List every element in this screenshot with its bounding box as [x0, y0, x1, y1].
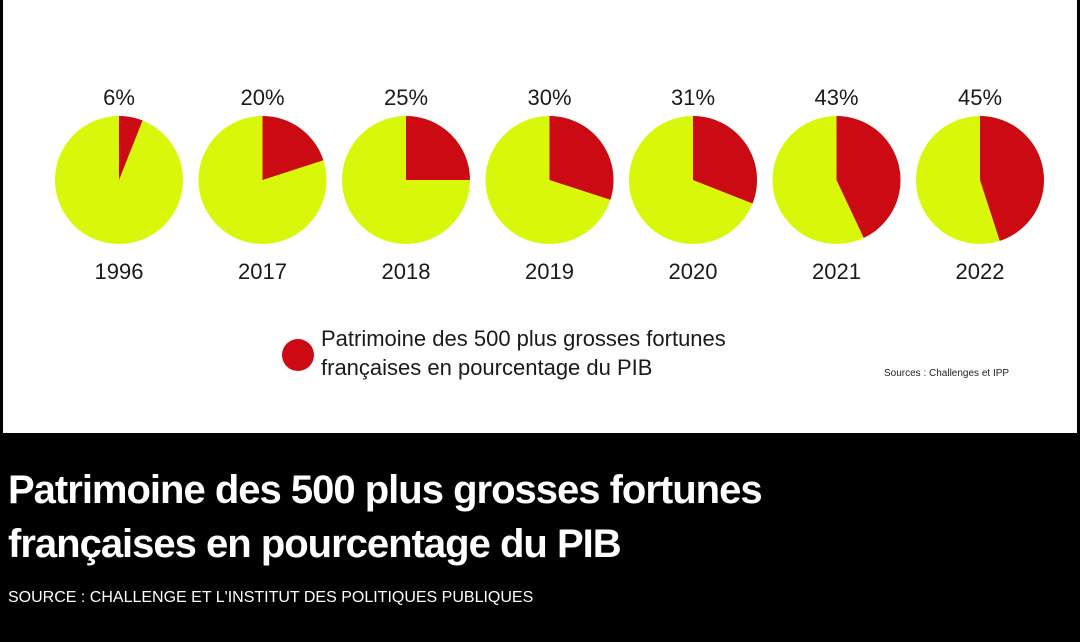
- pie-2022: 45% 2022: [916, 85, 1045, 284]
- headline: Patrimoine des 500 plus grosses fortunes…: [8, 463, 1068, 571]
- pie-share-slice: [262, 116, 324, 180]
- pie-2021: 43% 2021: [772, 85, 901, 284]
- pie-share-slice: [119, 116, 143, 180]
- year-label: 1996: [95, 259, 144, 284]
- year-label: 2017: [238, 259, 287, 284]
- sources-note: Sources : Challenges et IPP: [884, 368, 1010, 379]
- year-label: 2018: [382, 259, 431, 284]
- pie-2020: 31% 2020: [629, 85, 758, 284]
- value-label: 25%: [384, 85, 428, 110]
- headline-line2: françaises en pourcentage du PIB: [8, 522, 622, 566]
- panel-left-edge: [0, 0, 3, 433]
- value-label: 45%: [958, 85, 1002, 110]
- pie-share-slice: [836, 115, 901, 238]
- pie-share-slice: [980, 116, 1045, 241]
- year-label: 2019: [525, 259, 574, 284]
- legend-label-line1: Patrimoine des 500 plus grosses fortunes: [321, 326, 726, 351]
- pie-2017: 20% 2017: [198, 85, 327, 284]
- pie-1996: 6% 1996: [55, 85, 183, 284]
- year-label: 2022: [956, 259, 1005, 284]
- pie-charts: 6% 1996 20% 2017 25% 2018 30% 2019 31% 2020 43% 202…: [55, 85, 1045, 284]
- pie-share-slice: [549, 116, 614, 200]
- chart-panel: 6% 1996 20% 2017 25% 2018 30% 2019 31% 2020 43% 202…: [0, 0, 1080, 433]
- source-line: SOURCE : CHALLENGE ET L'INSTITUT DES POL…: [8, 589, 534, 606]
- caption-panel: Patrimoine des 500 plus grosses fortunes…: [0, 433, 1080, 642]
- pie-2018: 25% 2018: [342, 85, 470, 284]
- value-label: 30%: [527, 85, 571, 110]
- legend-label-line2: françaises en pourcentage du PIB: [321, 355, 653, 380]
- pie-share-slice: [693, 116, 758, 204]
- value-label: 20%: [240, 85, 284, 110]
- pie-share-slice: [406, 116, 470, 180]
- headline-line1: Patrimoine des 500 plus grosses fortunes: [8, 468, 763, 512]
- legend-label: Patrimoine des 500 plus grosses fortunes…: [321, 324, 841, 382]
- panel-right-edge: [1077, 0, 1080, 433]
- year-label: 2021: [812, 259, 861, 284]
- value-label: 31%: [671, 85, 715, 110]
- pie-2019: 30% 2019: [485, 85, 614, 284]
- value-label: 6%: [103, 85, 135, 110]
- year-label: 2020: [669, 259, 718, 284]
- value-label: 43%: [814, 85, 858, 110]
- legend-swatch: [282, 339, 314, 371]
